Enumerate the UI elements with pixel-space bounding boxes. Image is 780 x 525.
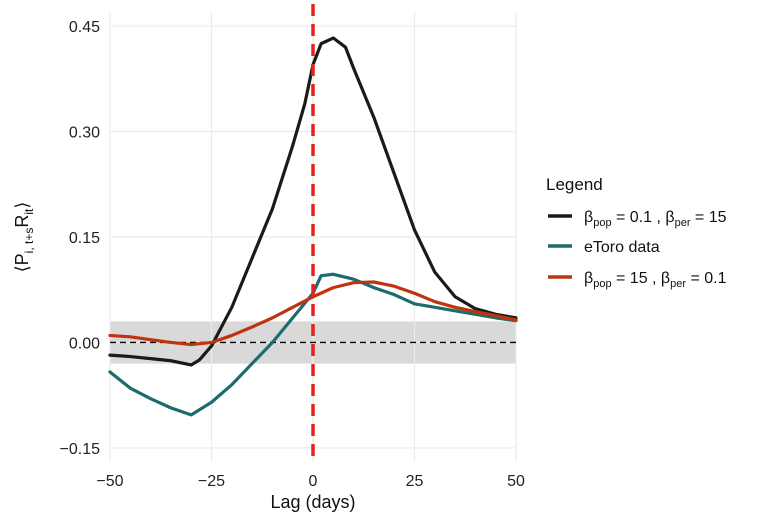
x-tick-label: 0 (309, 473, 318, 490)
y-tick-label: −0.15 (60, 441, 101, 458)
legend-label-part: = 0.1 , β (612, 209, 675, 226)
legend-label-part: = 15 , β (612, 270, 671, 287)
legend-label-part: β (584, 209, 593, 226)
legend-entry-beta-pop-0-1: βpop = 0.1 , βper = 15 (584, 209, 727, 229)
svg-text:⟨Pi, t+sRit⟩: ⟨Pi, t+sRit⟩ (12, 202, 36, 273)
legend-label-subscript: pop (593, 278, 611, 290)
x-tick-label: −50 (96, 473, 123, 490)
legend-label-subscript: per (675, 217, 691, 229)
legend-label-part: eToro data (584, 239, 660, 256)
y-tick-labels: −0.15 0.00 0.15 0.30 0.45 (60, 19, 101, 458)
y-tick-label: 0.00 (69, 335, 100, 352)
legend-label-part: β (584, 270, 593, 287)
y-tick-label: 0.15 (69, 230, 100, 247)
legend-entry-beta-pop-15: βpop = 15 , βper = 0.1 (584, 270, 727, 290)
series-lines (108, 4, 518, 462)
x-tick-labels: −50 −25 0 25 50 (96, 473, 525, 490)
x-tick-label: 25 (406, 473, 424, 490)
legend-label-part: = 0.1 (686, 270, 727, 287)
y-title-subscript: i, t+s (22, 228, 36, 254)
x-tick-label: −25 (198, 473, 225, 490)
y-title-part: ⟩ (12, 202, 32, 209)
legend-label-subscript: per (670, 278, 686, 290)
y-tick-label: 0.45 (69, 19, 100, 36)
x-axis-title: Lag (days) (270, 492, 355, 512)
series-line-beta-pop-15 (108, 280, 518, 347)
y-title-part: R (12, 215, 32, 228)
legend-label-subscript: pop (593, 217, 611, 229)
y-tick-label: 0.30 (69, 125, 100, 142)
y-title-part: ⟨P (12, 253, 32, 272)
series-line-etoro-data (108, 272, 518, 417)
x-tick-label: 50 (507, 473, 525, 490)
legend-entry-etoro-data: eToro data (584, 239, 660, 256)
y-axis-title: ⟨Pi, t+sRit⟩ (12, 202, 36, 273)
legend-title: Legend (546, 175, 603, 194)
y-title-subscript: it (22, 208, 36, 215)
legend-label-part: = 15 (690, 209, 726, 226)
